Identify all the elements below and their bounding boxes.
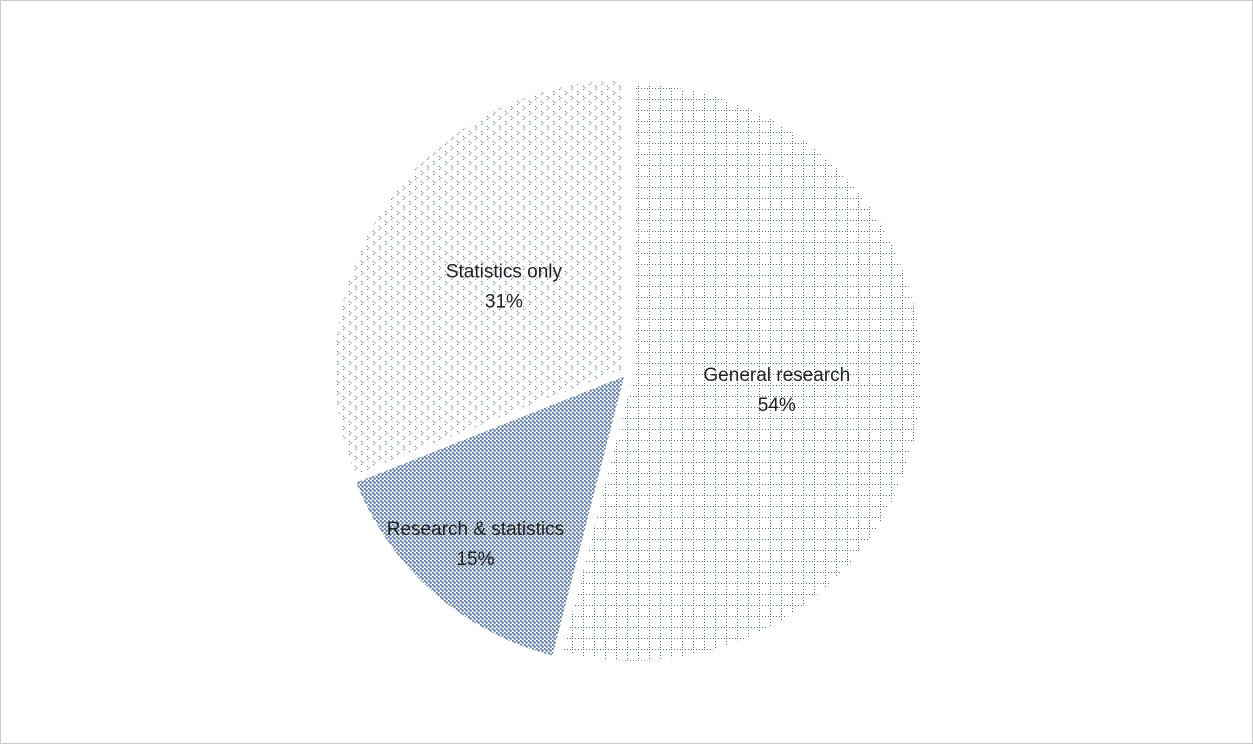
slice-label: General research: [703, 365, 850, 386]
slice-label: Statistics only: [446, 262, 563, 283]
pie-slice: [562, 84, 922, 661]
slice-label: Research & statistics: [387, 519, 564, 540]
slice-value-label: 15%: [456, 549, 494, 570]
pie-slice: [356, 376, 625, 656]
pie-slice: [335, 80, 624, 475]
slice-value-label: 54%: [758, 395, 796, 416]
slice-value-label: 31%: [485, 292, 523, 313]
